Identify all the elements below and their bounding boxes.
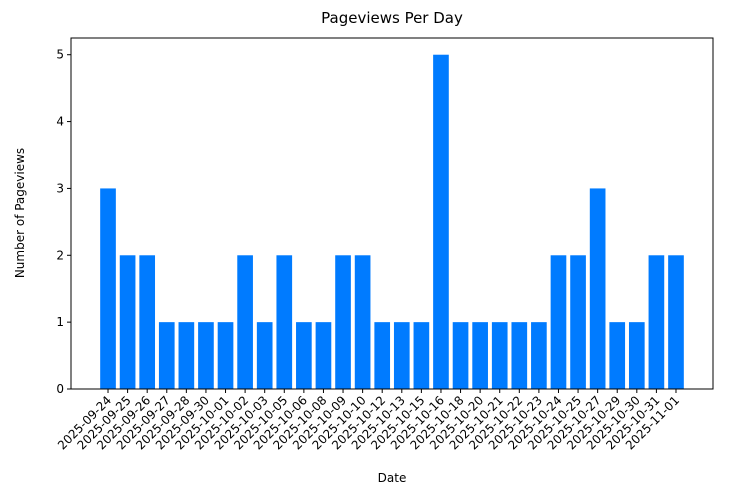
y-tick-label: 2 [56, 248, 64, 262]
y-tick-label: 3 [56, 181, 64, 195]
bar [119, 255, 136, 389]
plot-frame [70, 37, 714, 390]
bar [139, 255, 156, 389]
bar [609, 322, 626, 389]
y-axis-label: Number of Pageviews [13, 148, 27, 278]
bar [531, 322, 547, 389]
bar [276, 255, 293, 389]
bar [413, 322, 430, 389]
x-axis-label: Date [378, 471, 407, 485]
bar [628, 322, 645, 389]
bar [491, 322, 508, 389]
bar [393, 322, 410, 389]
bar [100, 188, 116, 389]
bar [315, 322, 332, 389]
y-tick-label: 5 [56, 48, 64, 62]
y-tick-label: 0 [56, 382, 64, 396]
bar [335, 255, 351, 389]
bar [589, 188, 606, 389]
bar [178, 322, 195, 389]
bar [158, 322, 175, 389]
bar [354, 255, 371, 389]
bar [511, 322, 528, 389]
chart-title: Pageviews Per Day [321, 9, 463, 27]
y-tick-label: 1 [56, 315, 64, 329]
bar [550, 255, 567, 389]
bar [433, 54, 449, 389]
bar [256, 322, 273, 389]
bar [374, 322, 391, 389]
bar [217, 322, 234, 389]
bar [648, 255, 665, 389]
bar [668, 255, 684, 389]
bar [452, 322, 469, 389]
y-tick-label: 4 [56, 115, 64, 129]
bar [570, 255, 586, 389]
bar [296, 322, 312, 389]
bar [472, 322, 488, 389]
bar [237, 255, 253, 389]
bar [198, 322, 214, 389]
